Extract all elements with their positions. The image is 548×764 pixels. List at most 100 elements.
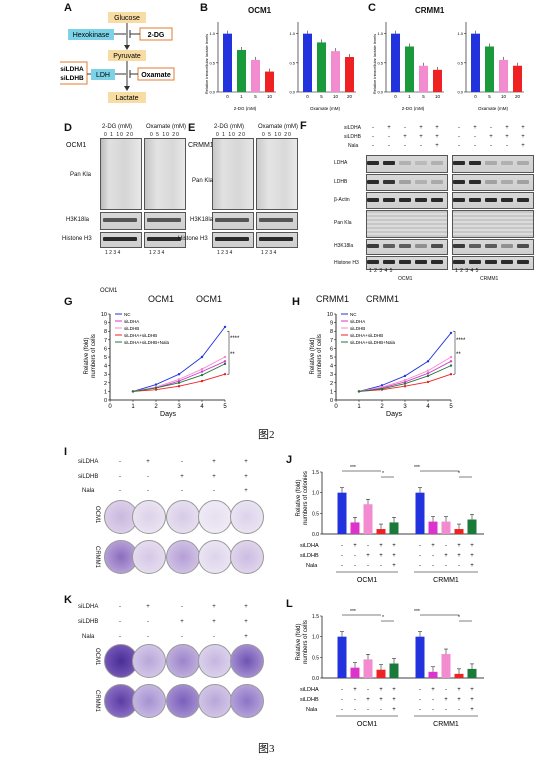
blot-band bbox=[431, 161, 443, 165]
treatment-sign: + bbox=[392, 697, 396, 703]
blot-band bbox=[399, 161, 411, 165]
panel-e-ox: Oxamate (mM) bbox=[258, 124, 299, 130]
data-point bbox=[223, 360, 227, 363]
lactate-label: Lactate bbox=[116, 95, 139, 102]
treatment-sign: - bbox=[419, 697, 421, 703]
bar bbox=[337, 636, 347, 678]
panel-d-pankla: Pan Kla bbox=[70, 172, 92, 178]
panel-c-title: CRMM1 bbox=[415, 6, 445, 15]
x-tick-label: 5 bbox=[449, 404, 453, 410]
colony-dish bbox=[230, 540, 264, 574]
panel-d-cell: OCM1 bbox=[66, 142, 87, 149]
panel-j-sildhb: siLDHB bbox=[300, 553, 319, 559]
panel-j-nala: Nala bbox=[306, 563, 318, 569]
panel-c-charts: Relative intracellular lactate levels 0.… bbox=[372, 22, 524, 111]
panel-h-ylabel2: numbers of cells bbox=[317, 334, 323, 378]
panel-b-xlabel-left: 2-DG (mM) bbox=[234, 106, 257, 111]
legend-entry: siLDHA+siLDHB bbox=[124, 333, 157, 338]
bar bbox=[441, 654, 451, 678]
x-tick-label: 5 bbox=[254, 94, 257, 99]
panel-f-sildhb: siLDHB bbox=[344, 134, 361, 140]
blot-band bbox=[453, 260, 465, 264]
panel-l-sig-b: * bbox=[382, 615, 384, 621]
legend-entry: NC bbox=[124, 312, 131, 317]
western-blot-strip bbox=[452, 174, 534, 191]
colony-dish bbox=[132, 540, 166, 574]
panel-e-histone: Histone H3 bbox=[178, 236, 208, 242]
panel-l-sig-a: *** bbox=[350, 609, 356, 615]
sildhb-label: siLDHB bbox=[60, 75, 84, 82]
bar bbox=[376, 669, 386, 678]
panel-letter-c: C bbox=[368, 2, 376, 14]
treatment-sign: - bbox=[458, 125, 460, 131]
data-point bbox=[223, 362, 227, 366]
panel-f-lanes-right: 1 2 3 4 5 bbox=[455, 268, 479, 274]
panel-b-title: OCM1 bbox=[248, 6, 272, 15]
treatment-sign: - bbox=[147, 474, 149, 480]
y-tick-label: 0.5 bbox=[457, 60, 463, 65]
treatment-sign: + bbox=[431, 543, 435, 549]
treatment-sign: - bbox=[367, 707, 369, 713]
treatment-sign: - bbox=[420, 143, 422, 149]
treatment-sign: + bbox=[505, 134, 509, 140]
y-tick-label: 1.0 bbox=[312, 491, 319, 497]
data-point bbox=[223, 325, 227, 329]
treatment-sign: + bbox=[379, 543, 383, 549]
blot-band bbox=[383, 179, 395, 184]
blot-band bbox=[431, 244, 443, 248]
x-tick-label: 1 bbox=[408, 94, 411, 99]
treatment-sign: - bbox=[458, 707, 460, 713]
data-point bbox=[200, 379, 204, 383]
blot-band bbox=[415, 179, 427, 184]
western-blot-strip bbox=[366, 210, 448, 238]
panel-letter-l: L bbox=[286, 598, 293, 610]
data-point bbox=[380, 387, 384, 391]
panel-l-crmm1: CRMM1 bbox=[433, 721, 459, 728]
x-tick-label: 5 bbox=[223, 404, 227, 410]
treatment-sign: + bbox=[146, 459, 150, 465]
treatment-sign: - bbox=[213, 634, 215, 640]
treatment-sign: + bbox=[470, 687, 474, 693]
panel-l-sildha: siLDHA bbox=[300, 687, 319, 693]
chart-l-bars: 0.0 0.5 1.0 1.5 bbox=[312, 614, 484, 682]
bar bbox=[405, 46, 414, 92]
panel-h-title1: CRMM1 bbox=[316, 294, 349, 304]
data-point bbox=[426, 369, 430, 372]
legend-entry: siLDHA bbox=[124, 319, 139, 324]
y-tick-label: 6 bbox=[330, 346, 333, 352]
panel-f-h3k18la: H3K18la bbox=[334, 243, 354, 249]
panel-l-sig-d: * bbox=[458, 615, 460, 621]
panel-g-sig1: **** bbox=[230, 336, 240, 342]
data-point bbox=[380, 384, 384, 387]
treatment-sign: - bbox=[419, 707, 421, 713]
treatment-sign: + bbox=[457, 553, 461, 559]
treatment-sign: - bbox=[341, 687, 343, 693]
treatment-sign: + bbox=[244, 604, 248, 610]
x-tick-label: 1 bbox=[240, 94, 243, 99]
treatment-sign: - bbox=[490, 125, 492, 131]
treatment-sign: - bbox=[367, 543, 369, 549]
colony-dish bbox=[198, 644, 232, 678]
panel-f-ldhb: LDHB bbox=[334, 179, 348, 185]
treatment-sign: + bbox=[244, 619, 248, 625]
data-point bbox=[177, 378, 181, 381]
treatment-sign: + bbox=[470, 697, 474, 703]
colony-dish bbox=[132, 644, 166, 678]
colony-dish bbox=[166, 500, 200, 534]
blot-band bbox=[383, 260, 395, 264]
x-tick-label: 10 bbox=[435, 94, 441, 99]
treatment-sign: - bbox=[119, 488, 121, 494]
treatment-sign: - bbox=[119, 634, 121, 640]
blot-band bbox=[367, 161, 379, 165]
treatment-sign: - bbox=[119, 474, 121, 480]
y-tick-label: 0.0 bbox=[209, 90, 215, 95]
x-tick-label: 1 bbox=[357, 404, 361, 410]
bar bbox=[391, 33, 400, 92]
bar bbox=[454, 529, 464, 534]
blot-band bbox=[485, 161, 497, 165]
blot-band bbox=[469, 260, 481, 264]
data-point bbox=[357, 390, 361, 393]
colony-dish bbox=[198, 684, 232, 718]
bar bbox=[471, 33, 480, 92]
y-tick-label: 0.0 bbox=[457, 90, 463, 95]
